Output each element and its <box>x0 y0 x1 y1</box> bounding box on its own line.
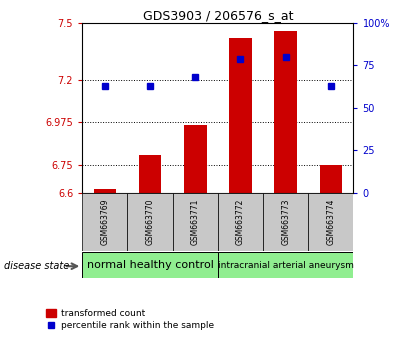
Text: GSM663770: GSM663770 <box>145 199 155 245</box>
Text: GSM663772: GSM663772 <box>236 199 245 245</box>
Text: GSM663773: GSM663773 <box>281 199 290 245</box>
Bar <box>173 193 218 251</box>
Bar <box>308 193 353 251</box>
Bar <box>139 155 161 193</box>
Bar <box>127 193 173 251</box>
Text: disease state: disease state <box>4 261 69 271</box>
Text: GSM663771: GSM663771 <box>191 199 200 245</box>
Bar <box>184 125 206 193</box>
Bar <box>229 38 252 193</box>
Bar <box>82 252 218 278</box>
Bar <box>218 193 263 251</box>
Text: intracranial arterial aneurysm: intracranial arterial aneurysm <box>218 261 353 270</box>
Bar <box>94 189 116 193</box>
Bar <box>263 193 308 251</box>
Text: GDS3903 / 206576_s_at: GDS3903 / 206576_s_at <box>143 9 293 22</box>
Bar <box>274 30 297 193</box>
Text: GSM663769: GSM663769 <box>100 199 109 245</box>
Legend: transformed count, percentile rank within the sample: transformed count, percentile rank withi… <box>46 309 214 330</box>
Bar <box>218 252 353 278</box>
Bar <box>82 193 127 251</box>
Text: GSM663774: GSM663774 <box>326 199 335 245</box>
Bar <box>319 165 342 193</box>
Text: normal healthy control: normal healthy control <box>87 260 213 270</box>
